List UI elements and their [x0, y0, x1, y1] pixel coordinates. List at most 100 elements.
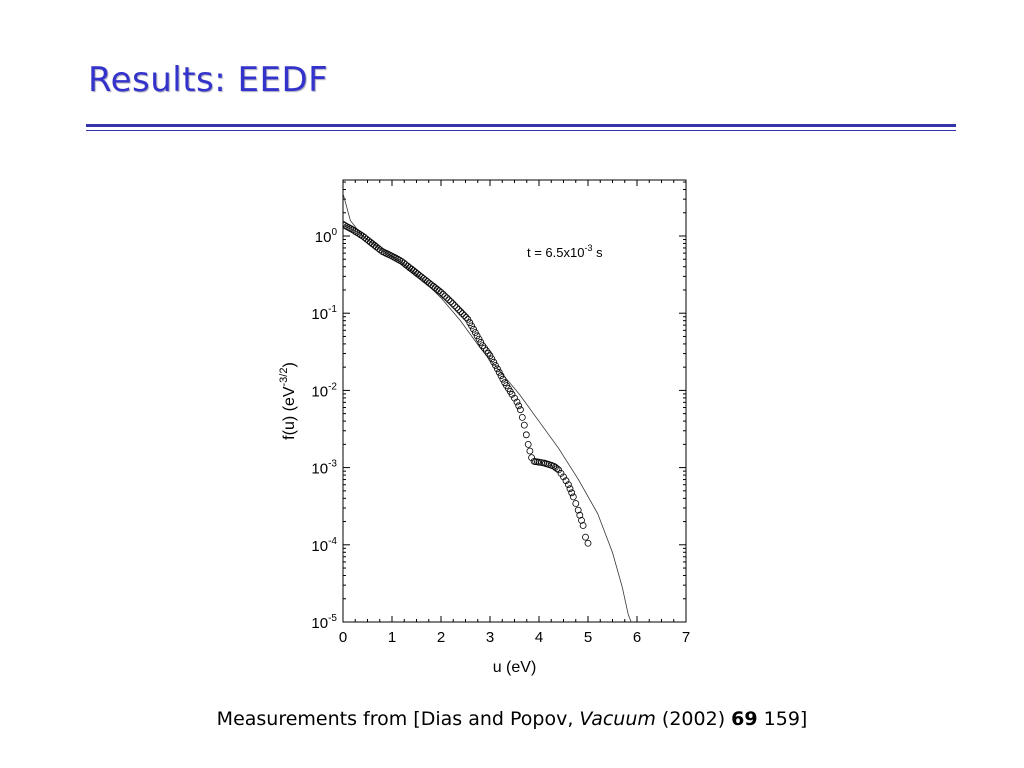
data-point: [526, 447, 534, 455]
data-point: [423, 278, 431, 285]
data-point: [468, 322, 476, 330]
x-tick-label: 1: [388, 629, 396, 646]
x-tick-label: 3: [486, 629, 494, 646]
data-point: [555, 466, 562, 474]
data-point: [343, 221, 347, 228]
data-point: [466, 319, 474, 327]
data-point: [475, 335, 483, 343]
data-point: [455, 306, 463, 314]
y-tick-label: 10-3: [311, 459, 337, 478]
data-point: [574, 506, 582, 514]
data-point: [441, 292, 449, 300]
data-point: [566, 485, 574, 493]
title-rule-thin: [86, 130, 956, 131]
data-point: [473, 332, 481, 340]
y-tick-label: 100: [315, 227, 338, 246]
data-point: [368, 240, 376, 248]
eedf-chart: 0 1 2 3 4 5 6 7 100 10-1 10-2 10-3 10-4 10-5 u (eV) f(u…: [278, 179, 690, 676]
data-point: [453, 304, 461, 312]
data-point: [451, 302, 459, 310]
data-point: [515, 402, 523, 410]
data-point: [517, 406, 524, 414]
data-point: [508, 390, 516, 398]
data-point: [353, 228, 361, 236]
theory-curve: [343, 193, 632, 622]
y-tick-label: 10-2: [311, 381, 337, 400]
x-tick-label: 4: [535, 629, 543, 646]
data-point: [572, 500, 580, 507]
time-annotation: t = 6.5x10-3 s: [527, 243, 603, 260]
caption-prefix: Measurements from [Dias and Popov,: [216, 708, 580, 730]
data-point: [433, 285, 441, 293]
data-point: [492, 362, 499, 369]
x-tick-label: 7: [682, 629, 690, 646]
data-point: [443, 294, 451, 302]
data-point: [518, 413, 526, 421]
x-tick-label: 5: [584, 629, 592, 646]
data-point: [435, 287, 443, 295]
data-point: [568, 489, 576, 497]
data-point: [431, 284, 439, 292]
data-point: [457, 308, 465, 316]
data-point: [366, 238, 374, 246]
data-point: [524, 440, 532, 448]
caption-page: 159]: [757, 708, 808, 730]
data-point: [445, 296, 453, 304]
data-point: [495, 368, 503, 376]
data-point: [528, 454, 535, 462]
y-tick-label: 10-4: [311, 536, 337, 555]
data-point: [522, 431, 530, 439]
data-point: [458, 310, 466, 318]
y-axis-label: f(u) (eV-3/2): [278, 362, 298, 440]
data-point: [490, 358, 498, 366]
data-point: [394, 255, 402, 263]
data-point: [464, 315, 472, 323]
data-point: [470, 325, 477, 333]
data-point: [520, 421, 528, 429]
data-point: [486, 352, 494, 360]
slide-title: Results: EEDF: [88, 60, 329, 100]
y-tick-label: 10-5: [311, 613, 337, 632]
measured-points: [343, 221, 592, 547]
data-point: [449, 300, 457, 308]
data-point: [582, 533, 589, 541]
data-point: [425, 279, 433, 287]
data-point: [513, 398, 521, 406]
data-point: [437, 288, 445, 296]
caption-journal: Vacuum: [579, 708, 656, 730]
data-point: [462, 313, 470, 321]
data-point: [471, 329, 479, 336]
data-point: [477, 338, 485, 346]
data-point: [560, 473, 567, 481]
data-point: [343, 222, 349, 229]
data-point: [499, 375, 507, 383]
data-point: [535, 458, 543, 466]
data-point: [447, 298, 455, 306]
caption-volume: 69: [731, 708, 758, 730]
title-rule-thick: [86, 124, 956, 127]
data-point: [349, 226, 357, 234]
data-point: [355, 230, 363, 237]
data-point: [578, 517, 585, 524]
data-point: [427, 281, 435, 289]
slide-caption: Measurements from [Dias and Popov, Vacuu…: [0, 708, 1024, 730]
x-tick-label: 0: [339, 629, 347, 646]
data-point: [351, 227, 359, 235]
data-point: [460, 312, 468, 319]
x-tick-label: 2: [437, 629, 445, 646]
data-point: [370, 241, 378, 249]
data-point: [584, 539, 592, 547]
caption-year: (2002): [655, 708, 732, 730]
x-tick-label: 6: [633, 629, 641, 646]
data-point: [565, 481, 572, 489]
data-point: [557, 469, 565, 477]
data-point: [569, 493, 577, 501]
data-point: [562, 477, 570, 485]
y-tick-label: 10-1: [311, 304, 337, 323]
data-point: [497, 372, 505, 380]
data-point: [429, 282, 437, 290]
data-point: [488, 355, 496, 363]
data-point: [579, 522, 587, 529]
data-point: [511, 394, 518, 402]
data-point: [439, 290, 447, 298]
